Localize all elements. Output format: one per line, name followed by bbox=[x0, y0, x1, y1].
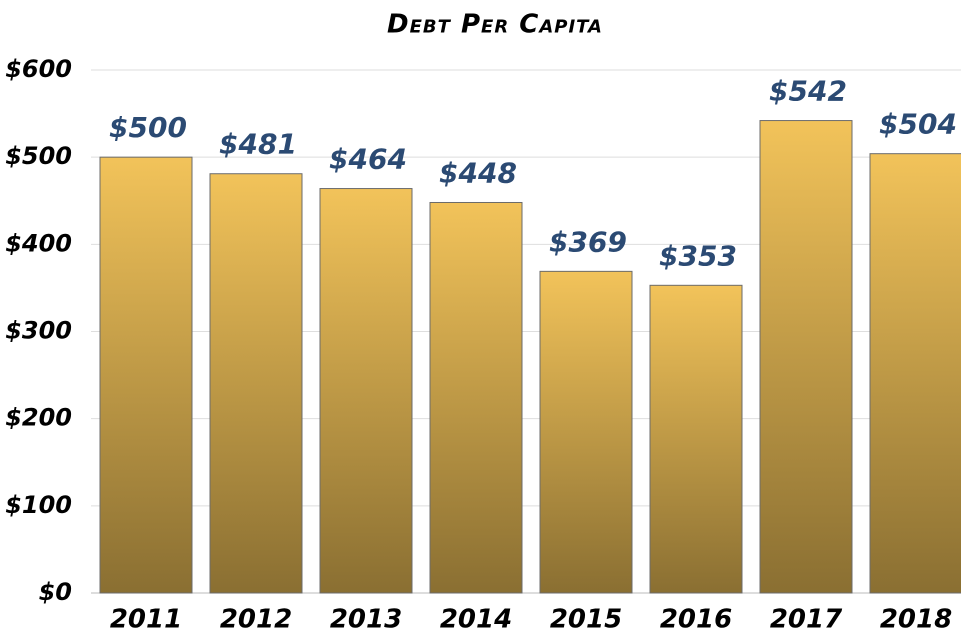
bar bbox=[429, 201, 523, 594]
y-tick-label: $200 bbox=[5, 404, 72, 432]
bar bbox=[649, 284, 743, 594]
value-label: $481 bbox=[219, 128, 297, 161]
bar bbox=[869, 153, 961, 594]
y-tick-label: $400 bbox=[5, 229, 72, 257]
y-tick-label: $0 bbox=[39, 578, 72, 606]
value-label: $448 bbox=[439, 156, 517, 189]
value-label: $504 bbox=[879, 108, 957, 141]
value-label: $464 bbox=[329, 143, 407, 176]
y-tick-label: $500 bbox=[5, 142, 72, 170]
y-tick-label: $600 bbox=[5, 55, 72, 83]
x-tick-label: 2011 bbox=[110, 605, 182, 635]
y-tick-label: $300 bbox=[5, 317, 72, 345]
x-tick-label: 2014 bbox=[440, 605, 512, 635]
value-label: $542 bbox=[769, 75, 847, 108]
x-tick-label: 2012 bbox=[220, 605, 292, 635]
x-tick-label: 2013 bbox=[330, 605, 402, 635]
y-tick-label: $100 bbox=[5, 491, 72, 519]
bar bbox=[99, 156, 193, 594]
value-label: $369 bbox=[549, 225, 627, 258]
x-tick-label: 2015 bbox=[550, 605, 622, 635]
bar bbox=[209, 173, 303, 594]
value-label: $353 bbox=[659, 239, 737, 272]
chart-title: Debt Per Capita bbox=[387, 10, 603, 40]
x-tick-label: 2016 bbox=[660, 605, 732, 635]
x-tick-label: 2017 bbox=[770, 605, 843, 635]
value-label: $500 bbox=[109, 111, 187, 144]
x-tick-label: 2018 bbox=[880, 605, 952, 635]
bar bbox=[319, 188, 413, 594]
bar bbox=[539, 270, 633, 594]
bar bbox=[759, 120, 853, 594]
